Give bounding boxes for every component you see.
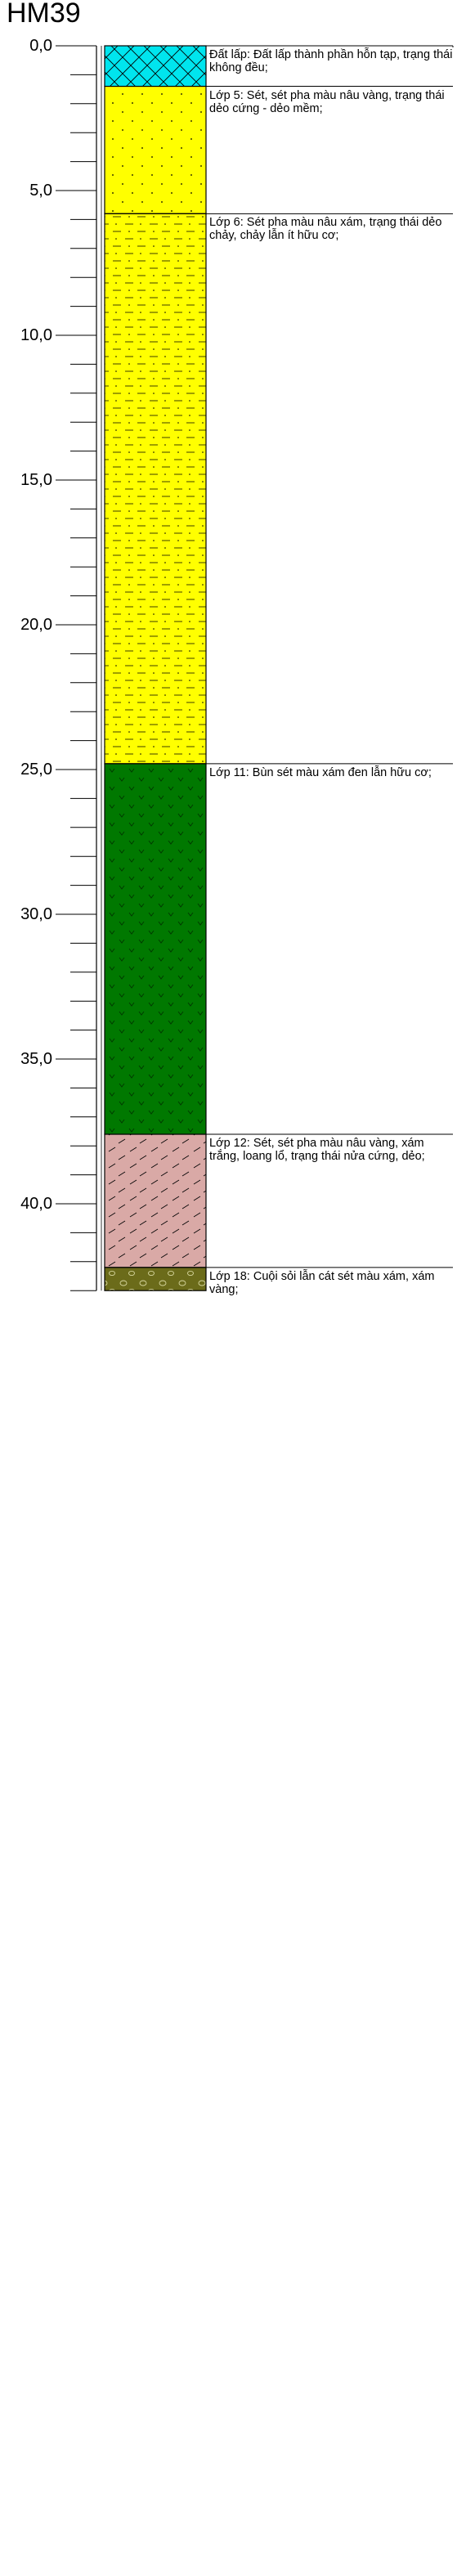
depth-tick-label: 20,0 [20,616,52,634]
borehole-title: HM39 [7,0,81,29]
soil-layers [104,45,454,1291]
depth-axis: 0,0 5,0 10,0 15,0 20,0 25,0 30,0 35,0 40,0 [20,37,102,1291]
depth-tick-label: 15,0 [20,471,52,489]
layer-description: Lớp 6: Sét pha màu nâu xám, trạng thái d… [209,216,442,243]
layer-description: Lớp 12: Sét, sét pha màu nâu vàng, xám t… [209,1137,425,1164]
layer-description: Lớp 5: Sét, sét pha màu nâu vàng, trạng … [209,88,445,115]
soil-layer-dots-dashes [104,213,207,765]
layer-description: Lớp 11: Bùn sét màu xám đen lẫn hữu cơ; [209,765,432,779]
depth-tick-label: 10,0 [20,326,52,344]
depth-tick-label: 5,0 [29,182,52,200]
layer-description: Lớp 18: Cuội sỏi lẫn cát sét màu xám, xá… [209,1269,435,1296]
depth-tick-label: 0,0 [29,37,52,55]
layer-description: Đất lấp: Đất lấp thành phần hỗn tạp, trạ… [209,48,453,74]
depth-tick-label: 25,0 [20,761,52,779]
depth-tick-label: 40,0 [20,1195,52,1213]
depth-tick-label: 35,0 [20,1050,52,1068]
soil-layer-gravel [104,1267,207,1291]
soil-layer-hatch [104,45,207,88]
soil-layer-organic [104,763,207,1135]
depth-tick-label: 30,0 [20,905,52,923]
soil-layer-dots [104,85,207,214]
soil-layer-slashes [104,1133,207,1268]
